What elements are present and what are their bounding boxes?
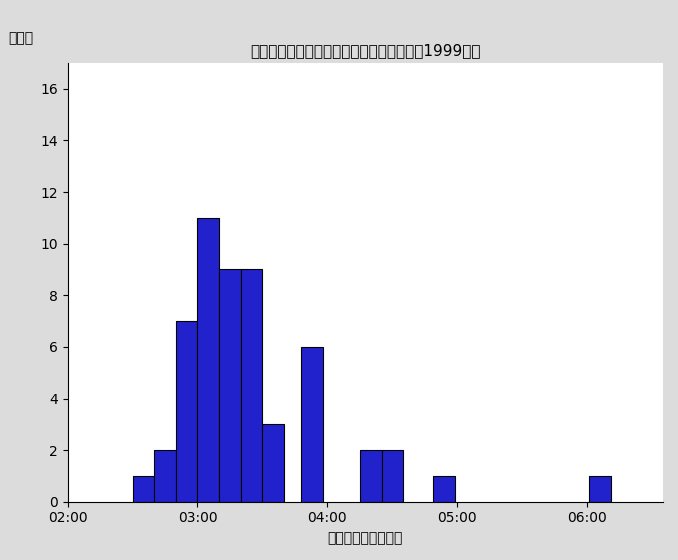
Bar bbox=[382, 450, 403, 502]
Bar bbox=[219, 269, 241, 502]
Title: パフォーマンス時間ごとの歌手数の分布（1999年）: パフォーマンス時間ごとの歌手数の分布（1999年） bbox=[250, 43, 481, 58]
Bar bbox=[176, 321, 197, 502]
Bar bbox=[360, 450, 382, 502]
Bar bbox=[197, 218, 219, 502]
Bar bbox=[589, 476, 611, 502]
Bar bbox=[262, 424, 284, 502]
Bar bbox=[132, 476, 154, 502]
Bar bbox=[302, 347, 323, 502]
Bar bbox=[433, 476, 455, 502]
Bar bbox=[241, 269, 262, 502]
Bar bbox=[154, 450, 176, 502]
X-axis label: パフォーマンス時間: パフォーマンス時間 bbox=[327, 531, 403, 545]
Text: 歌手数: 歌手数 bbox=[8, 31, 33, 45]
